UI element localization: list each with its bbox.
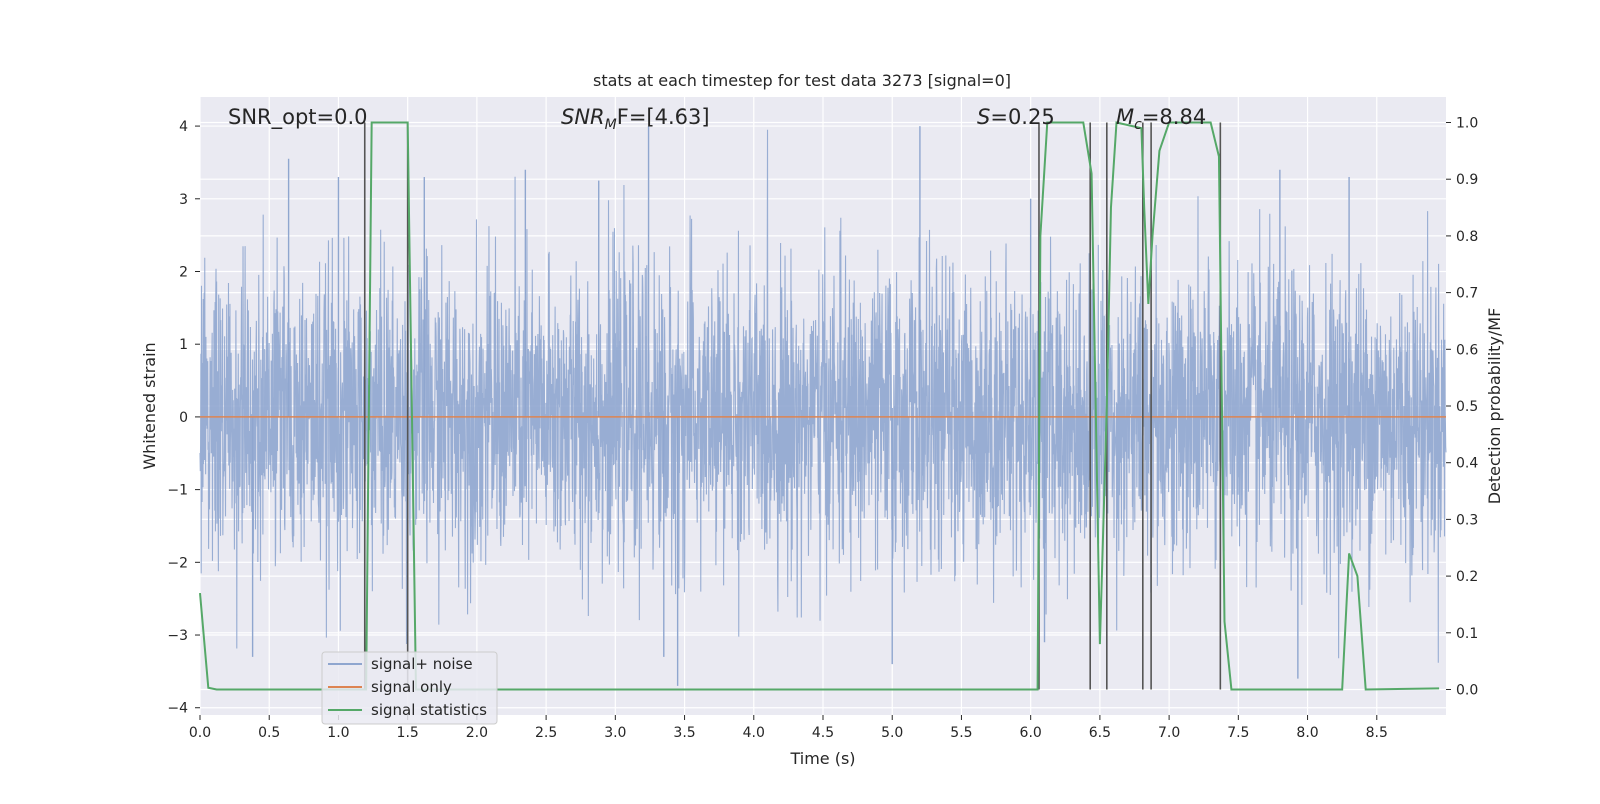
annotation-s-rest: =0.25	[990, 105, 1054, 129]
y-tick-label: 3	[179, 192, 188, 208]
x-tick-label: 0.5	[258, 725, 280, 741]
x-tick-label: 8.5	[1366, 725, 1388, 741]
x-tick-label: 4.0	[743, 725, 765, 741]
y-tick-label: 4	[179, 119, 188, 135]
annotation-s: S=0.25	[977, 105, 1055, 129]
x-axis-label: Time (s)	[789, 749, 855, 768]
x-tick-label: 1.5	[397, 725, 419, 741]
y-tick-label: −1	[167, 483, 188, 499]
legend-label-signal-plus-noise: signal+ noise	[371, 655, 473, 673]
y2-tick-label: 0.2	[1456, 569, 1478, 585]
x-tick-label: 3.0	[604, 725, 626, 741]
x-tick-label: 6.0	[1020, 725, 1042, 741]
y2-axis-label: Detection probability/MF	[1485, 308, 1504, 505]
y-tick-label: −2	[167, 555, 188, 571]
y2-tick-label: 0.8	[1456, 229, 1478, 245]
legend-box	[321, 651, 498, 725]
annotation-mc: Mc=8.84	[1116, 105, 1206, 133]
y-tick-label: 0	[179, 410, 188, 426]
series-signal-statistics	[199, 121, 1440, 691]
annotation-snr-mf-rest: F=[4.63]	[617, 105, 710, 129]
x-tick-label: 7.0	[1158, 725, 1180, 741]
y2-tick-label: 1.0	[1456, 116, 1478, 132]
annotation-snr-mf: SNRMF=[4.63]	[561, 105, 710, 133]
annotation-mc-sub: c	[1134, 117, 1142, 133]
vertical-markers	[363, 122, 1222, 690]
y2-tick-label: 0.3	[1456, 512, 1478, 528]
y2-tick-label: 0.5	[1456, 399, 1478, 415]
y2-tick-label: 0.4	[1456, 456, 1478, 472]
x-tick-label: 8.0	[1296, 725, 1318, 741]
annotation-snr-opt: SNR_opt=0.0	[228, 105, 368, 130]
x-tick-label: 1.0	[327, 725, 349, 741]
y2-tick-label: 0.1	[1456, 626, 1478, 642]
y-ticks: 4 3 2 1 0 −1 −2 −3 −4	[167, 119, 200, 717]
y2-tick-label: 0.7	[1456, 286, 1478, 302]
y2-tick-label: 0.6	[1456, 342, 1478, 358]
legend: signal+ noise signal only signal statist…	[321, 651, 498, 725]
signal-statistics-line	[199, 121, 1440, 691]
x-tick-label: 0.0	[189, 725, 211, 741]
x-tick-label: 7.5	[1227, 725, 1249, 741]
y-tick-label: 2	[179, 264, 188, 280]
x-tick-label: 6.5	[1089, 725, 1111, 741]
x-tick-label: 2.0	[466, 725, 488, 741]
annotation-mc-main: M	[1116, 105, 1134, 129]
annotation-s-main: S	[977, 105, 990, 129]
x-tick-label: 2.5	[535, 725, 557, 741]
y-tick-label: −4	[167, 701, 188, 717]
y-tick-label: 1	[179, 337, 188, 353]
legend-label-signal-statistics: signal statistics	[371, 701, 487, 719]
chart-title: stats at each timestep for test data 327…	[593, 71, 1011, 90]
annotation-mc-rest: =8.84	[1142, 105, 1206, 129]
legend-label-signal-only: signal only	[371, 678, 452, 696]
x-tick-label: 5.5	[950, 725, 972, 741]
x-ticks: 0.0 0.5 1.0 1.5 2.0 2.5 3.0 3.5 4.0 4.5 5.0 5.5 6.0 6…	[189, 715, 1388, 741]
y2-ticks: 1.0 0.9 0.8 0.7 0.6 0.5 0.4 0.3 0.2 0.1 0.0	[1446, 116, 1478, 698]
y2-tick-label: 0.9	[1456, 172, 1478, 188]
x-tick-label: 3.5	[673, 725, 695, 741]
annotation-snr-mf-sub: M	[605, 117, 617, 133]
y-axis-label: Whitened strain	[140, 342, 159, 469]
y-tick-label: −3	[167, 628, 188, 644]
x-tick-label: 4.5	[812, 725, 834, 741]
x-tick-label: 5.0	[881, 725, 903, 741]
y2-tick-label: 0.0	[1456, 682, 1478, 698]
annotation-snr-mf-main: SNR	[561, 105, 605, 129]
